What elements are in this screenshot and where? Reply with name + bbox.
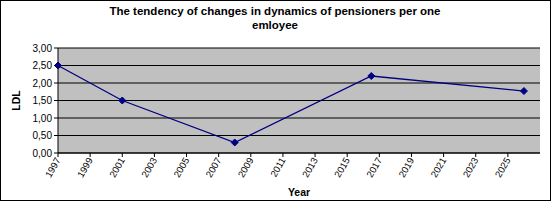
x-tick-label: 2015 [332, 156, 352, 180]
series-group [55, 62, 528, 146]
y-tick-label: 3,00 [33, 43, 53, 54]
grid-line [58, 48, 540, 49]
data-point [520, 88, 527, 95]
x-tick-label: 2019 [396, 156, 416, 180]
grid-line [58, 100, 540, 101]
x-tick-label: 2017 [364, 156, 384, 180]
x-tick-label: 2021 [428, 156, 448, 180]
data-point [55, 62, 62, 69]
x-axis [58, 153, 540, 154]
x-tick-label: 2013 [300, 156, 320, 180]
x-tick [58, 153, 59, 157]
x-tick [282, 153, 283, 157]
x-tick-label: 1999 [75, 156, 95, 180]
data-point [231, 139, 238, 146]
chart-svg: 0,00 0,50 1,00 1,50 2,00 2,50 3,00 1997 1999 2001… [0, 0, 551, 201]
x-tick [90, 153, 91, 157]
x-tick [443, 153, 444, 157]
x-tick [122, 153, 123, 157]
x-tick-label: 2009 [235, 155, 255, 179]
chart-title: The tendency of changes in dynamics of p… [95, 4, 455, 32]
x-tick [154, 153, 155, 157]
y-tick-label: 1,00 [33, 113, 53, 124]
x-tick [347, 153, 348, 157]
x-tick [507, 153, 508, 157]
grid-line [58, 135, 540, 136]
grid-line [58, 153, 540, 154]
y-tick [54, 48, 58, 49]
x-tick-label: 2003 [139, 156, 159, 180]
y-tick-label: 2,00 [33, 78, 53, 89]
grid-line [58, 83, 540, 84]
series-line [58, 66, 524, 143]
grid-line [58, 118, 540, 119]
x-tick [250, 153, 251, 157]
y-tick [54, 153, 58, 154]
x-tick-label: 2007 [203, 156, 223, 180]
data-point [119, 97, 126, 104]
y-tick [54, 83, 58, 84]
x-tick-label: 2005 [171, 156, 191, 180]
y-axis-label: LDL [10, 90, 22, 111]
y-tick [54, 100, 58, 101]
x-tick-label: 2011 [268, 156, 288, 179]
y-tick-label: 1,50 [33, 95, 53, 106]
x-tick [315, 153, 316, 157]
data-point [368, 73, 375, 80]
x-tick [379, 153, 380, 157]
x-axis-label: Year [288, 186, 310, 198]
y-tick-label: 2,50 [33, 60, 53, 71]
plot-area [58, 48, 540, 153]
x-tick-label: 1997 [43, 156, 63, 180]
grid-line [58, 65, 540, 66]
y-tick [54, 118, 58, 119]
x-tick-label: 2023 [460, 156, 480, 180]
y-tick [54, 135, 58, 136]
x-tick-label: 2001 [107, 156, 127, 180]
y-tick-label: 0,50 [33, 130, 53, 141]
x-tick [218, 153, 219, 157]
x-tick [186, 153, 187, 157]
y-tick-label: 0,00 [33, 148, 53, 159]
x-tick [411, 153, 412, 157]
x-tick [475, 153, 476, 157]
x-tick-label: 2025 [493, 156, 513, 180]
